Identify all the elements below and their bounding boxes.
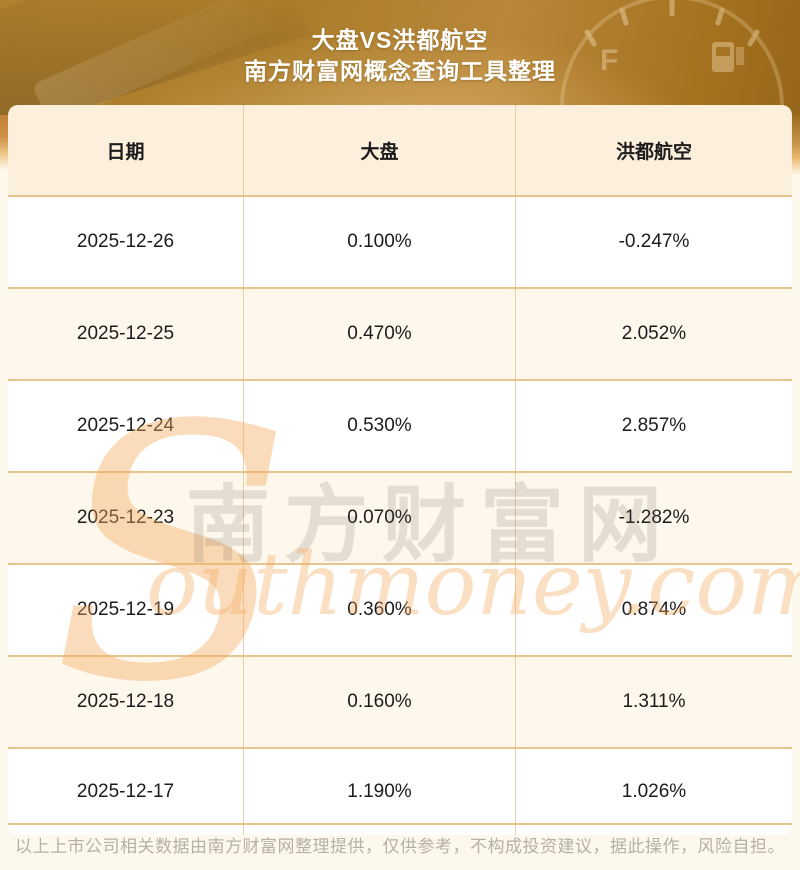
page-title-line2: 南方财富网概念查询工具整理 [244,58,556,84]
cell-stock: 2.857% [515,381,792,471]
table-row: 2025-12-24 0.530% 2.857% [8,379,792,471]
cell-date: 2025-12-25 [76,323,175,344]
comparison-table: 日期 大盘 洪都航空 2025-12-26 0.100% -0.247% 202… [8,105,792,835]
cell-market: 0.360% [243,565,515,655]
table-row: 2025-12-25 0.470% 2.052% [8,287,792,379]
cell-stock: -0.247% [515,197,792,287]
table-header-row: 日期 大盘 洪都航空 [8,105,792,195]
cell-stock: 1.311% [515,657,792,747]
cell-date: 2025-12-17 [76,781,175,802]
column-header-date: 日期 [106,141,145,163]
page-title: 大盘VS洪都航空 南方财富网概念查询工具整理 [0,25,800,87]
table-row: 2025-12-18 0.160% 1.311% [8,655,792,747]
banner-edge-right [792,115,800,175]
cell-market: 0.160% [243,657,515,747]
table-row: 2025-12-23 0.070% -1.282% [8,471,792,563]
table-row: 2025-12-26 0.100% -0.247% [8,195,792,287]
cell-date: 2025-12-18 [76,691,175,712]
cell-market: 0.100% [243,197,515,287]
table-bottom-border [8,823,792,825]
table-row: 2025-12-19 0.360% 0.874% [8,563,792,655]
cell-stock: -1.282% [515,473,792,563]
cell-market: 0.070% [243,473,515,563]
disclaimer-text: 以上上市公司相关数据由南方财富网整理提供，仅供参考，不构成投资建议，据此操作，风… [15,837,785,856]
page-title-line1: 大盘VS洪都航空 [311,27,489,53]
fuel-gauge-icon: F [560,0,784,109]
cell-market: 1.190% [243,749,515,835]
cell-date: 2025-12-24 [76,415,175,436]
header-banner: F 大盘VS洪都航空 南方财富网概念查询工具整理 [0,0,800,140]
table-row: 2025-12-17 1.190% 1.026% [8,747,792,835]
svg-text:F: F [600,44,618,77]
banner-edge-left [0,115,8,170]
cell-market: 0.470% [243,289,515,379]
cell-date: 2025-12-19 [76,599,175,620]
column-header-market: 大盘 [243,105,515,195]
cell-stock: 2.052% [515,289,792,379]
table-body: 2025-12-26 0.100% -0.247% 2025-12-25 0.4… [8,195,792,835]
column-header-stock: 洪都航空 [515,105,792,195]
cell-stock: 1.026% [515,749,792,835]
cell-date: 2025-12-26 [76,231,175,252]
cell-date: 2025-12-23 [76,507,175,528]
cell-stock: 0.874% [515,565,792,655]
cell-market: 0.530% [243,381,515,471]
